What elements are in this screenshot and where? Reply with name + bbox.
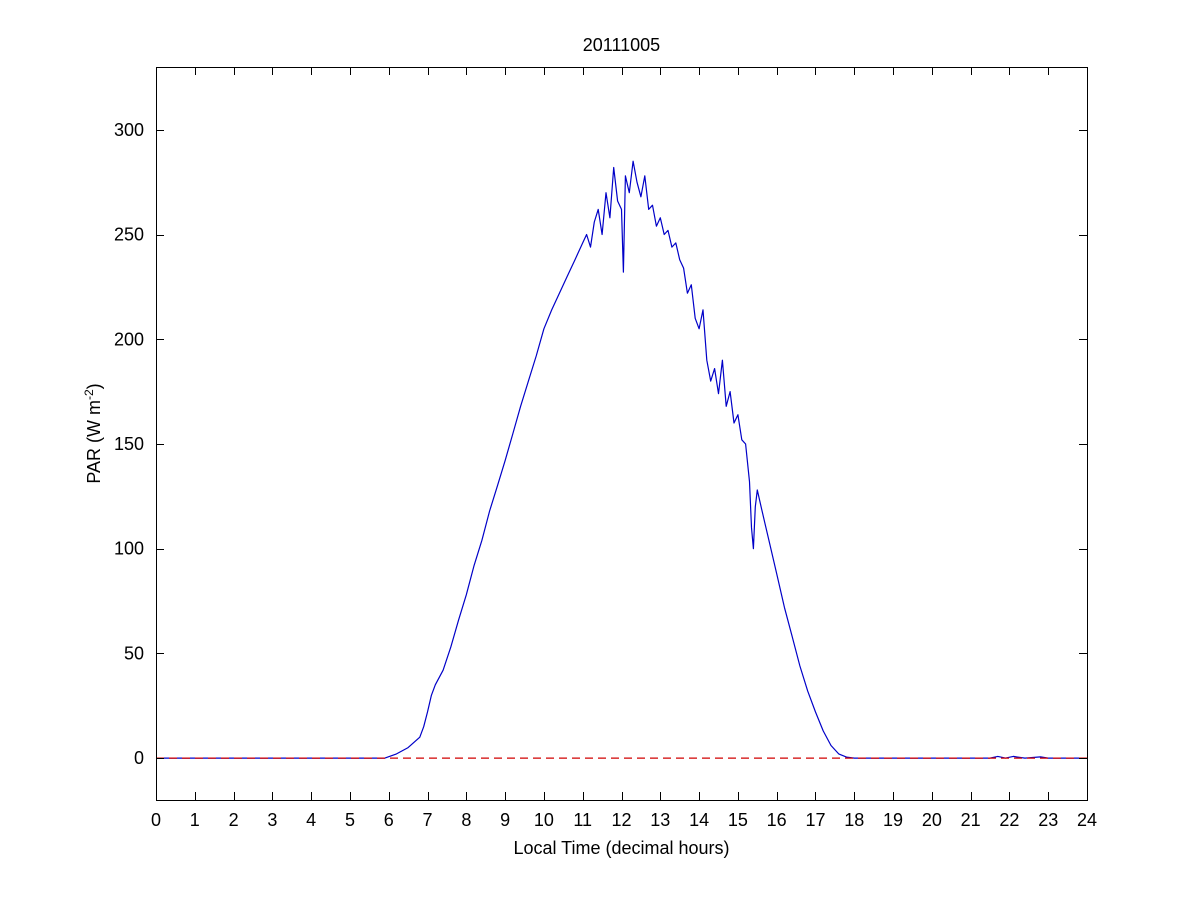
y-tick-label-100: 100 [114,539,144,559]
y-tick-label-200: 200 [114,329,144,349]
plot-area [156,67,1087,800]
x-tick-label-17: 17 [805,810,825,830]
x-tick-label-16: 16 [767,810,787,830]
x-tick-label-0: 0 [151,810,161,830]
series-line-1 [156,160,1087,759]
x-tick-label-3: 3 [267,810,277,830]
x-tick-label-7: 7 [423,810,433,830]
x-tick-label-5: 5 [345,810,355,830]
x-tick-label-14: 14 [689,810,709,830]
x-tick-label-18: 18 [844,810,864,830]
y-axis-label-superscript: -2 [82,389,96,400]
x-tick-label-8: 8 [461,810,471,830]
y-axis-label-text: PAR (W m [84,400,104,484]
x-tick-label-20: 20 [922,810,942,830]
x-axis-label: Local Time (decimal hours) [513,838,729,858]
x-tick-label-1: 1 [190,810,200,830]
x-tick-label-21: 21 [961,810,981,830]
x-tick-label-2: 2 [229,810,239,830]
x-tick-label-19: 19 [883,810,903,830]
y-tick-label-300: 300 [114,120,144,140]
x-tick-label-15: 15 [728,810,748,830]
x-tick-label-24: 24 [1077,810,1097,830]
x-tick-label-12: 12 [611,810,631,830]
x-tick-label-9: 9 [500,810,510,830]
x-tick-label-6: 6 [384,810,394,830]
y-tick-label-50: 50 [124,643,144,663]
y-tick-label-0: 0 [134,748,144,768]
ticks-layer: 0 1 2 3 4 5 6 7 8 9 10 11 12 13 14 15 16 17 18 19 20 21 22 23 24… [114,67,1097,830]
y-axis-label: PAR (W m-2) [82,383,104,483]
x-tick-label-11: 11 [573,810,592,830]
x-tick-label-10: 10 [534,810,554,830]
x-tick-label-4: 4 [306,810,316,830]
x-tick-label-23: 23 [1038,810,1058,830]
series-layer [156,160,1087,759]
y-axis-label-suffix: ) [84,383,104,389]
chart-title: 20111005 [583,35,660,55]
y-tick-label-150: 150 [114,434,144,454]
x-tick-label-22: 22 [999,810,1019,830]
y-tick-label-250: 250 [114,225,144,245]
x-tick-label-13: 13 [650,810,670,830]
